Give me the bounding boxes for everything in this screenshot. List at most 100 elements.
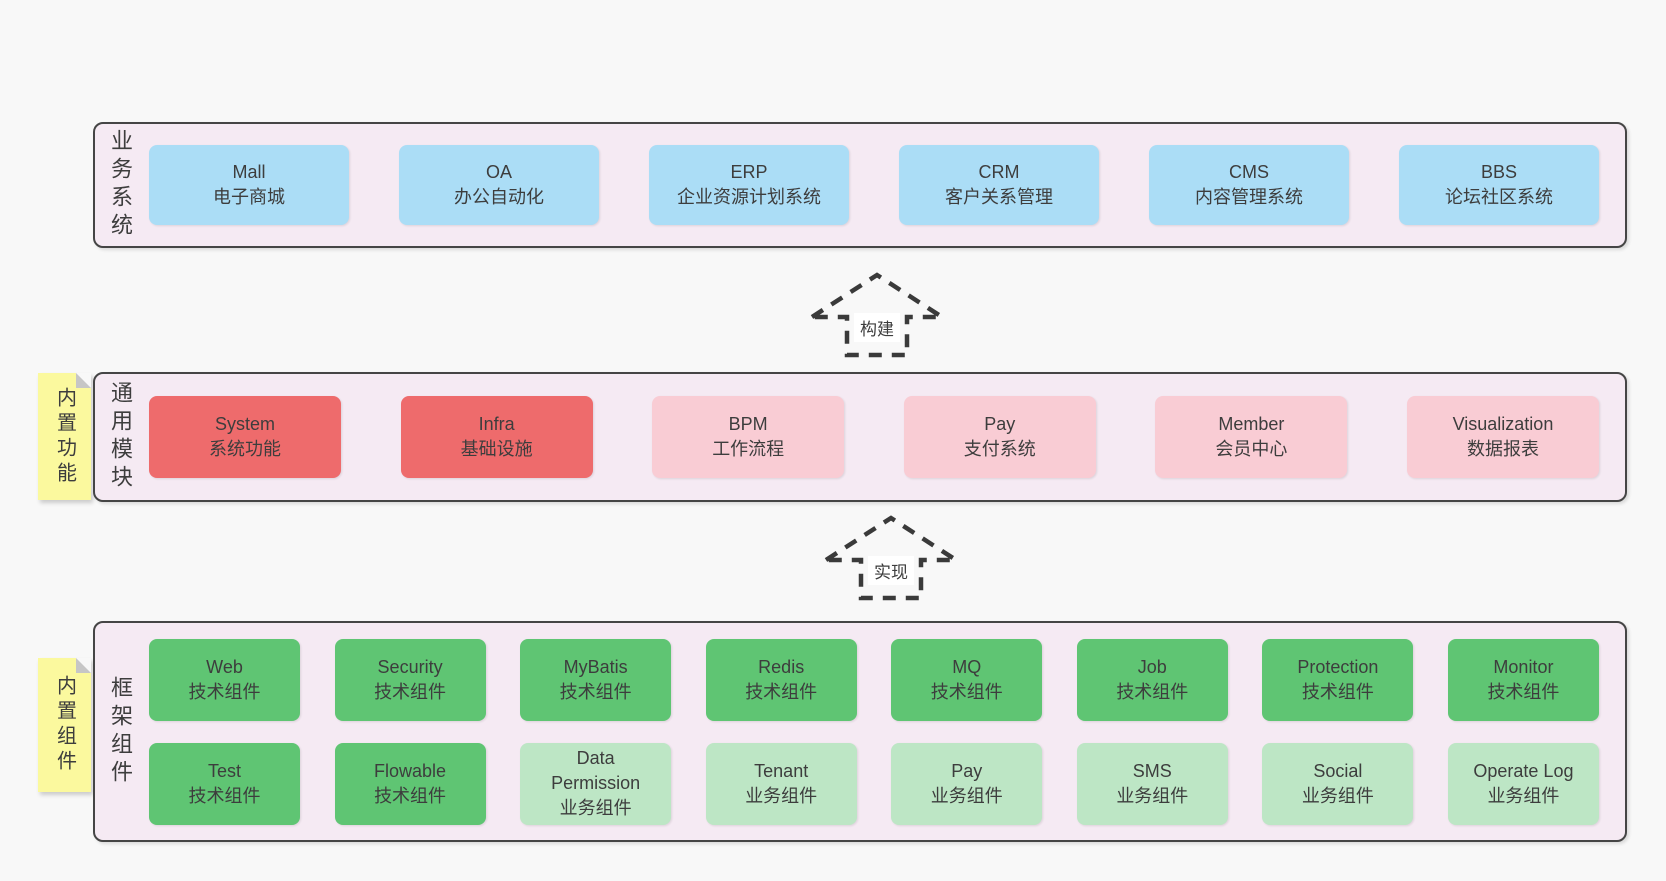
- node-title: Monitor: [1493, 656, 1554, 677]
- node-title: CRM: [978, 162, 1020, 183]
- layer-framework-label: 框架组件: [108, 675, 133, 788]
- node-test: Test 技术组件: [149, 742, 300, 825]
- node-subtitle: 技术组件: [1487, 681, 1560, 702]
- node-subtitle: 技术组件: [374, 785, 447, 806]
- framework-boxes-area: Web 技术组件 Security 技术组件 MyBatis 技术组件 Redi…: [145, 623, 1625, 840]
- node-subtitle: 技术组件: [188, 785, 261, 806]
- node-web: Web 技术组件: [149, 638, 300, 721]
- sticky-note-text: 内置组件: [53, 675, 76, 775]
- node-title: Protection: [1297, 656, 1379, 677]
- layer-framework-components: 框架组件 Web 技术组件 Security 技术组件 MyBatis 技术组件…: [93, 621, 1627, 842]
- node-title: Mall: [232, 162, 266, 183]
- node-oa: OA 办公自动化: [399, 145, 599, 225]
- node-cms: CMS 内容管理系统: [1149, 145, 1349, 225]
- node-title: Test: [207, 760, 241, 781]
- node-title: BBS: [1480, 162, 1518, 183]
- folded-corner-icon: [76, 658, 91, 673]
- node-operate-log: Operate Log 业务组件: [1447, 742, 1599, 825]
- node-subtitle: 基础设施: [460, 439, 533, 459]
- node-title: OA: [485, 162, 512, 183]
- node-subtitle: 客户关系管理: [945, 187, 1053, 207]
- common-row: System 系统功能 Infra 基础设施 BPM 工作流程 Pay 支付系统…: [149, 396, 1599, 478]
- node-subtitle: 会员中心: [1215, 439, 1288, 459]
- layer-label-column: 通用模块: [95, 374, 145, 500]
- layer-common-modules: 通用模块 System 系统功能 Infra 基础设施 BPM 工作流程 Pay…: [93, 372, 1627, 502]
- node-security: Security 技术组件: [334, 638, 486, 721]
- node-title: Web: [206, 656, 243, 677]
- node-mall: Mall 电子商城: [149, 145, 349, 225]
- node-erp: ERP 企业资源计划系统: [649, 145, 849, 225]
- node-pay-component: Pay 业务组件: [891, 742, 1043, 825]
- node-title: SMS: [1132, 760, 1172, 781]
- layer-business-label: 业务系统: [108, 129, 133, 241]
- node-title: Visualization: [1452, 414, 1554, 435]
- node-title: BPM: [728, 414, 768, 435]
- node-title: Operate Log: [1473, 760, 1574, 781]
- node-subtitle: 技术组件: [559, 681, 632, 702]
- node-subtitle: 工作流程: [712, 439, 785, 459]
- node-infra: Infra 基础设施: [400, 396, 593, 478]
- sticky-note-built-in-components: 内置组件: [38, 658, 91, 792]
- node-title: Data Permission: [551, 748, 641, 794]
- node-bbs: BBS 论坛社区系统: [1399, 145, 1599, 225]
- node-subtitle: 业务组件: [1487, 785, 1560, 806]
- node-subtitle: 业务组件: [559, 797, 632, 818]
- arrow-up-icon: [818, 515, 964, 601]
- common-boxes-area: System 系统功能 Infra 基础设施 BPM 工作流程 Pay 支付系统…: [145, 374, 1625, 500]
- node-subtitle: 技术组件: [374, 681, 447, 702]
- node-subtitle: 业务组件: [1301, 785, 1374, 806]
- node-visualization: Visualization 数据报表: [1406, 396, 1599, 478]
- node-subtitle: 业务组件: [1116, 785, 1189, 806]
- node-title: Social: [1313, 760, 1363, 781]
- node-subtitle: 技术组件: [188, 681, 261, 702]
- node-title: Pay: [984, 414, 1016, 435]
- node-subtitle: 业务组件: [930, 785, 1003, 806]
- node-sms: SMS 业务组件: [1076, 742, 1228, 825]
- node-subtitle: 数据报表: [1466, 439, 1539, 459]
- framework-row-2: Test 技术组件 Flowable 技术组件 Data Permission …: [149, 742, 1599, 825]
- node-title: Pay: [951, 760, 983, 781]
- node-tenant: Tenant 业务组件: [705, 742, 857, 825]
- node-subtitle: 电子商城: [213, 187, 285, 207]
- node-system: System 系统功能: [149, 396, 341, 478]
- business-row: Mall 电子商城 OA 办公自动化 ERP 企业资源计划系统 CRM 客户关系…: [149, 145, 1599, 225]
- framework-row-1: Web 技术组件 Security 技术组件 MyBatis 技术组件 Redi…: [149, 638, 1599, 721]
- node-bpm: BPM 工作流程: [652, 396, 845, 478]
- node-mq: MQ 技术组件: [891, 638, 1043, 721]
- node-pay-system: Pay 支付系统: [903, 396, 1096, 478]
- layer-common-label: 通用模块: [108, 381, 133, 493]
- layer-label-column: 框架组件: [95, 623, 145, 840]
- node-subtitle: 内容管理系统: [1195, 187, 1303, 207]
- arrow-up-build: 构建: [802, 271, 952, 359]
- node-flowable: Flowable 技术组件: [334, 742, 486, 825]
- node-redis: Redis 技术组件: [705, 638, 857, 721]
- node-subtitle: 办公自动化: [454, 187, 544, 207]
- node-title: Member: [1218, 414, 1285, 435]
- node-subtitle: 业务组件: [745, 785, 818, 806]
- node-title: MyBatis: [563, 656, 628, 677]
- sticky-note-text: 内置功能: [53, 386, 76, 487]
- sticky-note-built-in-features: 内置功能: [38, 373, 91, 500]
- node-title: Flowable: [374, 760, 447, 781]
- node-data-permission: Data Permission 业务组件: [520, 742, 672, 825]
- node-title: CMS: [1229, 162, 1269, 183]
- node-mybatis: MyBatis 技术组件: [520, 638, 672, 721]
- arrow-implement-label: 实现: [868, 556, 914, 585]
- node-monitor: Monitor 技术组件: [1447, 638, 1599, 721]
- node-subtitle: 支付系统: [963, 439, 1036, 459]
- folded-corner-icon: [76, 373, 91, 388]
- layer-business-systems: 业务系统 Mall 电子商城 OA 办公自动化 ERP 企业资源计划系统 CRM…: [93, 122, 1627, 248]
- arrow-up-icon: [804, 272, 950, 358]
- business-boxes-area: Mall 电子商城 OA 办公自动化 ERP 企业资源计划系统 CRM 客户关系…: [145, 124, 1625, 246]
- node-title: Infra: [478, 414, 515, 435]
- node-crm: CRM 客户关系管理: [899, 145, 1099, 225]
- node-title: Tenant: [754, 760, 809, 781]
- node-subtitle: 论坛社区系统: [1445, 187, 1553, 207]
- node-subtitle: 技术组件: [745, 681, 818, 702]
- node-subtitle: 技术组件: [930, 681, 1003, 702]
- node-member: Member 会员中心: [1155, 396, 1348, 478]
- node-subtitle: 企业资源计划系统: [677, 187, 821, 207]
- node-title: Job: [1137, 656, 1167, 677]
- node-subtitle: 技术组件: [1301, 681, 1374, 702]
- node-protection: Protection 技术组件: [1262, 638, 1414, 721]
